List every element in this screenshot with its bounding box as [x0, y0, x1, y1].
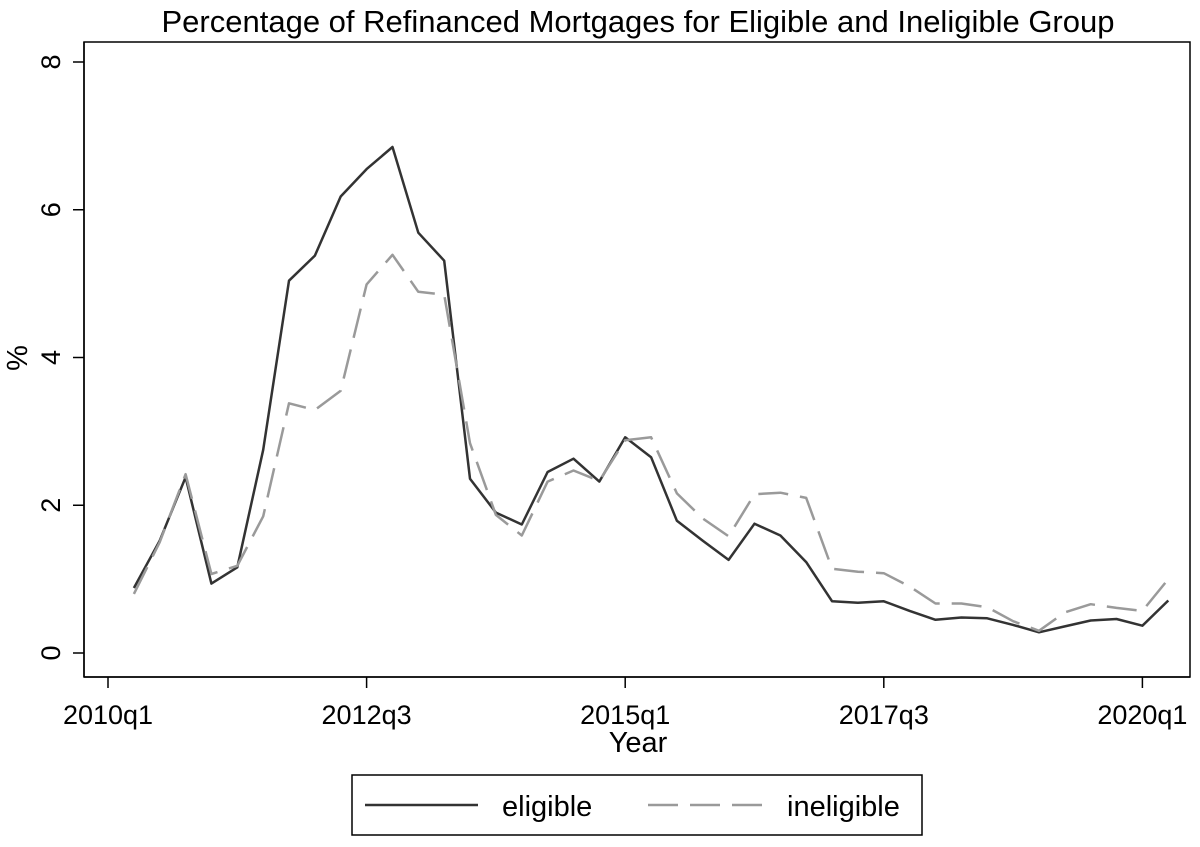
x-tick-label: 2012q3: [322, 700, 412, 730]
y-tick-label: 4: [36, 350, 66, 365]
legend: eligible ineligible: [352, 775, 922, 835]
series-layer: [134, 147, 1168, 632]
series-line-eligible: [134, 147, 1168, 632]
x-tick-label: 2020q1: [1097, 700, 1187, 730]
x-axis: 2010q1 2012q3 2015q1 2017q3 2020q1: [63, 677, 1190, 730]
y-tick-label: 6: [36, 202, 66, 217]
y-tick-label: 2: [36, 498, 66, 513]
x-tick-label: 2017q3: [839, 700, 929, 730]
x-tick-label: 2010q1: [63, 700, 153, 730]
y-axis: 0 2 4 6 8: [36, 42, 84, 677]
y-axis-label: %: [2, 345, 34, 371]
y-tick-label: 0: [36, 645, 66, 660]
plot-frame: [84, 42, 1190, 677]
chart-title: Percentage of Refinanced Mortgages for E…: [162, 4, 1115, 39]
x-tick-label: 2015q1: [580, 700, 670, 730]
y-tick-label: 8: [36, 54, 66, 69]
legend-label-eligible: eligible: [502, 791, 592, 823]
series-line-ineligible: [134, 255, 1168, 631]
x-axis-label: Year: [609, 727, 668, 759]
legend-label-ineligible: ineligible: [787, 791, 900, 823]
